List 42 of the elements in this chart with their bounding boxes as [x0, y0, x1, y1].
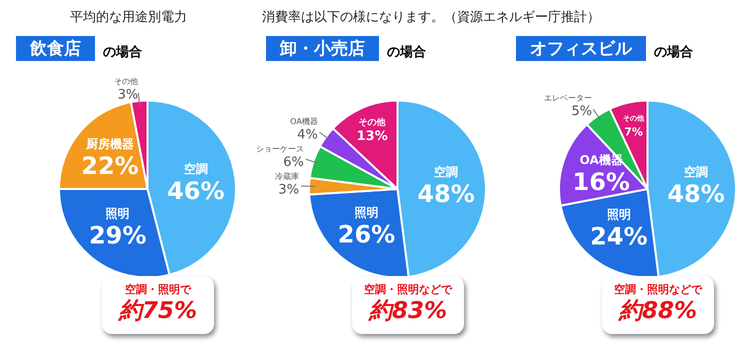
data-label: 7% — [624, 126, 643, 139]
text: 空調・照明などで — [613, 282, 704, 297]
data-label: 24% — [590, 222, 648, 251]
text: 約88% — [617, 297, 698, 325]
data-label: 48% — [667, 180, 725, 208]
data-label: 4% — [297, 127, 318, 142]
text: 約83% — [367, 297, 448, 325]
text: の場合 — [654, 44, 693, 61]
slice-label: 照明 — [606, 208, 631, 222]
chart-title: 消費率は以下の様になります。（資源エネルギー庁推計） — [262, 9, 600, 26]
data-label: 26% — [338, 220, 396, 249]
data-label: 48% — [417, 180, 475, 208]
slice-label: エレベーター — [544, 94, 592, 103]
text: 約75% — [117, 297, 198, 325]
data-label: 6% — [283, 154, 304, 170]
data-label: 5% — [572, 104, 592, 119]
slice-label: その他 — [114, 77, 138, 86]
text: 空調・照明で — [124, 282, 192, 297]
text: の場合 — [387, 44, 426, 61]
data-label: 16% — [572, 168, 630, 196]
slice-label: 厨房機器 — [84, 137, 134, 152]
text: 空調・照明などで — [363, 282, 454, 297]
data-label: 3% — [118, 87, 138, 102]
chart-subtitle: 卸・小売店 — [266, 36, 379, 61]
text: の場合 — [103, 44, 142, 61]
slice-label: 照明 — [106, 206, 130, 221]
data-label: 29% — [88, 222, 146, 250]
slice-label: OA機器 — [290, 117, 318, 126]
slice-label: 空調 — [184, 162, 208, 176]
data-label: 13% — [356, 128, 388, 144]
slice-label: 空調 — [684, 165, 708, 180]
slice-label: 空調 — [434, 165, 458, 180]
data-label: 22% — [81, 152, 139, 180]
slice-label: 照明 — [354, 206, 378, 220]
chart-subtitle: オフィスビル — [516, 36, 646, 61]
data-label: 46% — [167, 177, 225, 206]
chart-subtitle: 飲食店 — [16, 36, 95, 61]
slice-label: その他 — [358, 116, 387, 128]
data-label: 3% — [278, 182, 300, 198]
slice-label: ショーケース — [256, 144, 304, 154]
slice-label: 冷蔵庫 — [275, 172, 300, 181]
chart-title: 平均的な用途別電力 — [70, 9, 187, 26]
